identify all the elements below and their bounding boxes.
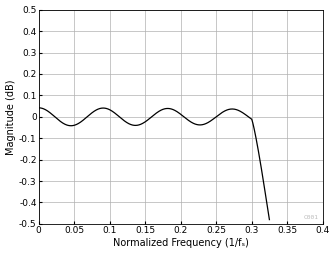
Y-axis label: Magnitude (dB): Magnitude (dB) [6,79,16,155]
X-axis label: Normalized Frequency (1/fₛ): Normalized Frequency (1/fₛ) [113,238,249,248]
Text: C001: C001 [303,215,319,220]
